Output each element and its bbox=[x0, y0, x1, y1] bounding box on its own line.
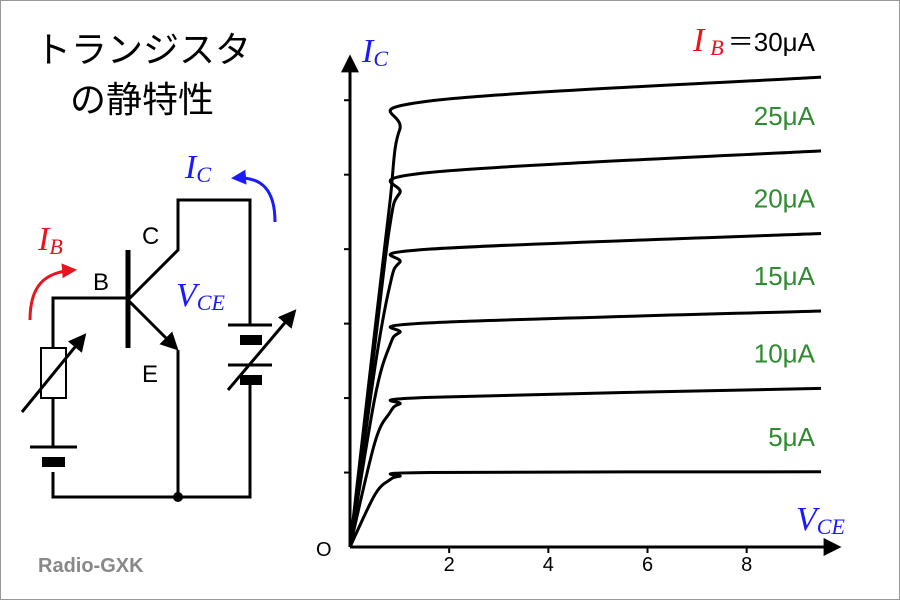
series-name: 10μA bbox=[754, 338, 816, 368]
current-arrow bbox=[28, 263, 77, 321]
ic-label: IC bbox=[184, 149, 211, 187]
curve bbox=[348, 75, 822, 548]
wire bbox=[126, 198, 252, 325]
series-label: 10μA bbox=[754, 338, 816, 368]
symbol: I bbox=[37, 221, 51, 258]
series-label: 20μA bbox=[754, 184, 816, 214]
series-label: 5μA bbox=[768, 422, 815, 452]
curve bbox=[348, 386, 822, 548]
curve bbox=[348, 309, 822, 548]
curve bbox=[348, 149, 822, 548]
subscript: CE bbox=[817, 514, 846, 539]
symbol: I bbox=[361, 33, 375, 70]
circuit bbox=[20, 169, 297, 499]
title-line: の静特性 bbox=[70, 80, 214, 121]
x-axis-label: VCE bbox=[796, 501, 845, 539]
prefix-symbol: I bbox=[692, 22, 706, 59]
prefix-subscript: B bbox=[710, 35, 723, 60]
series-name: 30μA bbox=[754, 27, 816, 57]
x-tick-label: 2 bbox=[444, 554, 455, 576]
emitter-arrow bbox=[126, 298, 179, 351]
vce-label: VCE bbox=[176, 277, 225, 315]
variable-arrow bbox=[226, 309, 297, 391]
subscript: B bbox=[49, 234, 62, 259]
origin-label: O bbox=[316, 539, 332, 561]
wire bbox=[51, 382, 252, 499]
variable-arrow bbox=[20, 333, 87, 413]
series-name: 25μA bbox=[754, 101, 816, 131]
terminal-label: B bbox=[93, 269, 109, 296]
series-label: I B ＝30μA bbox=[692, 22, 816, 60]
series-label: 25μA bbox=[754, 101, 816, 131]
terminal-label: C bbox=[142, 223, 159, 250]
terminal-label: E bbox=[142, 361, 158, 388]
equals: ＝ bbox=[728, 27, 754, 57]
subscript: C bbox=[373, 46, 388, 71]
series-name: 20μA bbox=[754, 184, 816, 214]
x-tick-label: 4 bbox=[543, 554, 554, 576]
series-name: 15μA bbox=[754, 261, 816, 291]
credit: Radio-GXK bbox=[38, 555, 144, 577]
title-line: トランジスタ bbox=[35, 30, 251, 71]
x-tick-label: 8 bbox=[741, 554, 752, 576]
y-axis-label: IC bbox=[361, 33, 388, 71]
curve bbox=[348, 470, 822, 548]
series-name: 5μA bbox=[768, 422, 815, 452]
junction-dot bbox=[173, 492, 183, 502]
subscript: CE bbox=[197, 290, 226, 315]
current-arrow bbox=[231, 169, 277, 223]
ib-label: IB bbox=[37, 221, 63, 259]
subscript: C bbox=[196, 162, 211, 187]
x-tick-label: 6 bbox=[642, 554, 653, 576]
symbol: I bbox=[184, 149, 198, 186]
wire bbox=[51, 296, 128, 348]
curve bbox=[348, 232, 822, 548]
series-label: 15μA bbox=[754, 261, 816, 291]
